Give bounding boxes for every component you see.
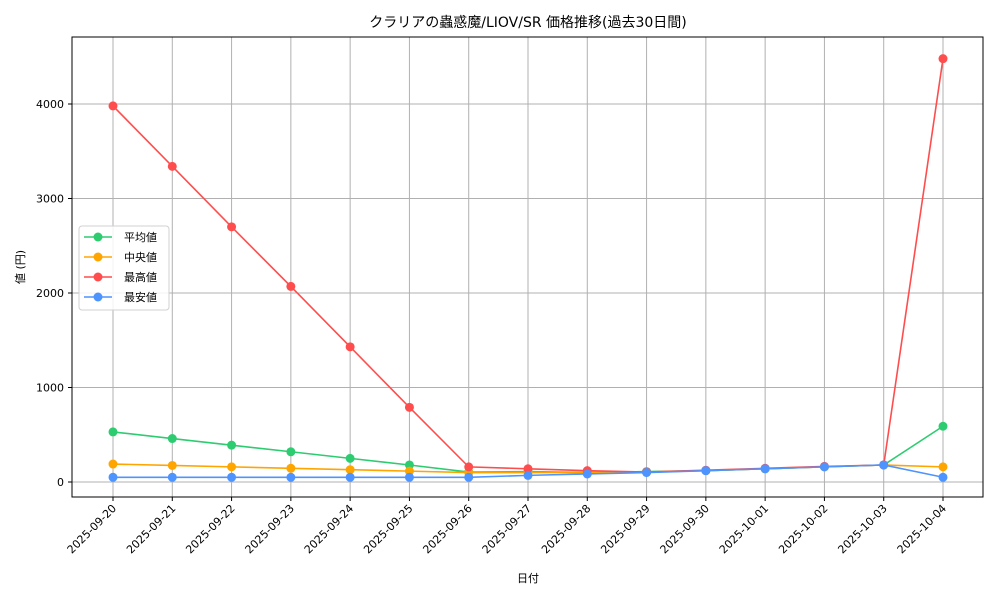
data-point <box>227 440 237 450</box>
y-axis: 0 1000 2000 3000 4000 <box>36 98 72 489</box>
data-point <box>345 465 355 475</box>
data-point <box>286 463 296 473</box>
data-point <box>286 472 296 482</box>
data-point <box>345 342 355 352</box>
data-point <box>760 464 770 474</box>
legend-marker-icon <box>93 292 103 302</box>
data-point <box>227 462 237 472</box>
x-tick-label: 2025-09-23 <box>243 502 297 556</box>
legend-label: 平均値 <box>124 231 157 244</box>
data-point <box>938 472 948 482</box>
legend-item: 平均値 <box>84 231 157 244</box>
legend-item: 最安値 <box>84 290 157 304</box>
data-point <box>167 460 177 470</box>
x-axis: 2025-09-20 2025-09-21 2025-09-22 2025-09-23… <box>65 497 949 556</box>
x-axis-label: 日付 <box>517 572 539 585</box>
data-point <box>819 462 829 472</box>
data-point <box>108 459 118 469</box>
data-point <box>701 466 711 476</box>
y-axis-label: 値 (円) <box>14 250 27 284</box>
data-point <box>404 472 414 482</box>
x-tick-label: 2025-10-01 <box>717 502 771 556</box>
y-tick-label: 0 <box>57 476 64 489</box>
legend-marker-icon <box>93 232 103 242</box>
legend-box <box>78 225 170 311</box>
data-point <box>938 462 948 472</box>
data-point <box>108 101 118 111</box>
data-point <box>523 464 533 474</box>
data-point <box>108 427 118 437</box>
data-point <box>345 472 355 482</box>
legend-marker-icon <box>93 252 103 262</box>
legend-label: 最高値 <box>124 270 157 284</box>
legend-marker-icon <box>93 272 103 282</box>
y-tick-label: 1000 <box>36 382 64 395</box>
legend-item: 中央値 <box>84 251 157 264</box>
x-tick-label: 2025-09-26 <box>420 502 474 556</box>
data-point <box>464 472 474 482</box>
grid-lines <box>72 37 983 497</box>
data-point <box>167 472 177 482</box>
data-series <box>108 54 948 482</box>
data-point <box>227 472 237 482</box>
data-point <box>286 281 296 291</box>
data-point <box>938 54 948 64</box>
y-tick-label: 2000 <box>36 287 64 300</box>
x-tick-label: 2025-09-28 <box>539 502 593 556</box>
x-tick-label: 2025-10-04 <box>895 502 949 556</box>
data-point <box>464 462 474 472</box>
x-tick-label: 2025-10-03 <box>835 502 889 556</box>
data-point <box>108 472 118 482</box>
legend-item: 最高値 <box>84 270 157 284</box>
x-tick-label: 2025-09-22 <box>183 502 237 556</box>
series-line <box>108 460 948 482</box>
x-tick-label: 2025-09-27 <box>480 502 534 556</box>
x-tick-label: 2025-10-02 <box>776 502 830 556</box>
data-point <box>167 434 177 444</box>
data-point <box>345 453 355 463</box>
data-point <box>879 460 889 470</box>
data-point <box>938 421 948 431</box>
x-tick-label: 2025-09-30 <box>658 502 712 556</box>
legend-label: 最安値 <box>124 290 157 304</box>
data-point <box>404 402 414 412</box>
data-point <box>523 470 533 480</box>
x-tick-label: 2025-09-20 <box>65 502 119 556</box>
data-point <box>167 161 177 171</box>
x-tick-label: 2025-09-24 <box>302 502 356 556</box>
y-tick-label: 4000 <box>36 98 64 111</box>
x-tick-label: 2025-09-29 <box>598 502 652 556</box>
data-point <box>227 222 237 232</box>
chart-title: クラリアの蟲惑魔/LIOV/SR 価格推移(過去30日間) <box>369 15 687 31</box>
x-tick-label: 2025-09-25 <box>361 502 415 556</box>
legend-label: 中央値 <box>124 251 157 264</box>
y-tick-label: 3000 <box>36 193 64 206</box>
data-point <box>286 447 296 457</box>
x-tick-label: 2025-09-21 <box>124 502 178 556</box>
data-point <box>642 468 652 478</box>
data-point <box>582 469 592 479</box>
